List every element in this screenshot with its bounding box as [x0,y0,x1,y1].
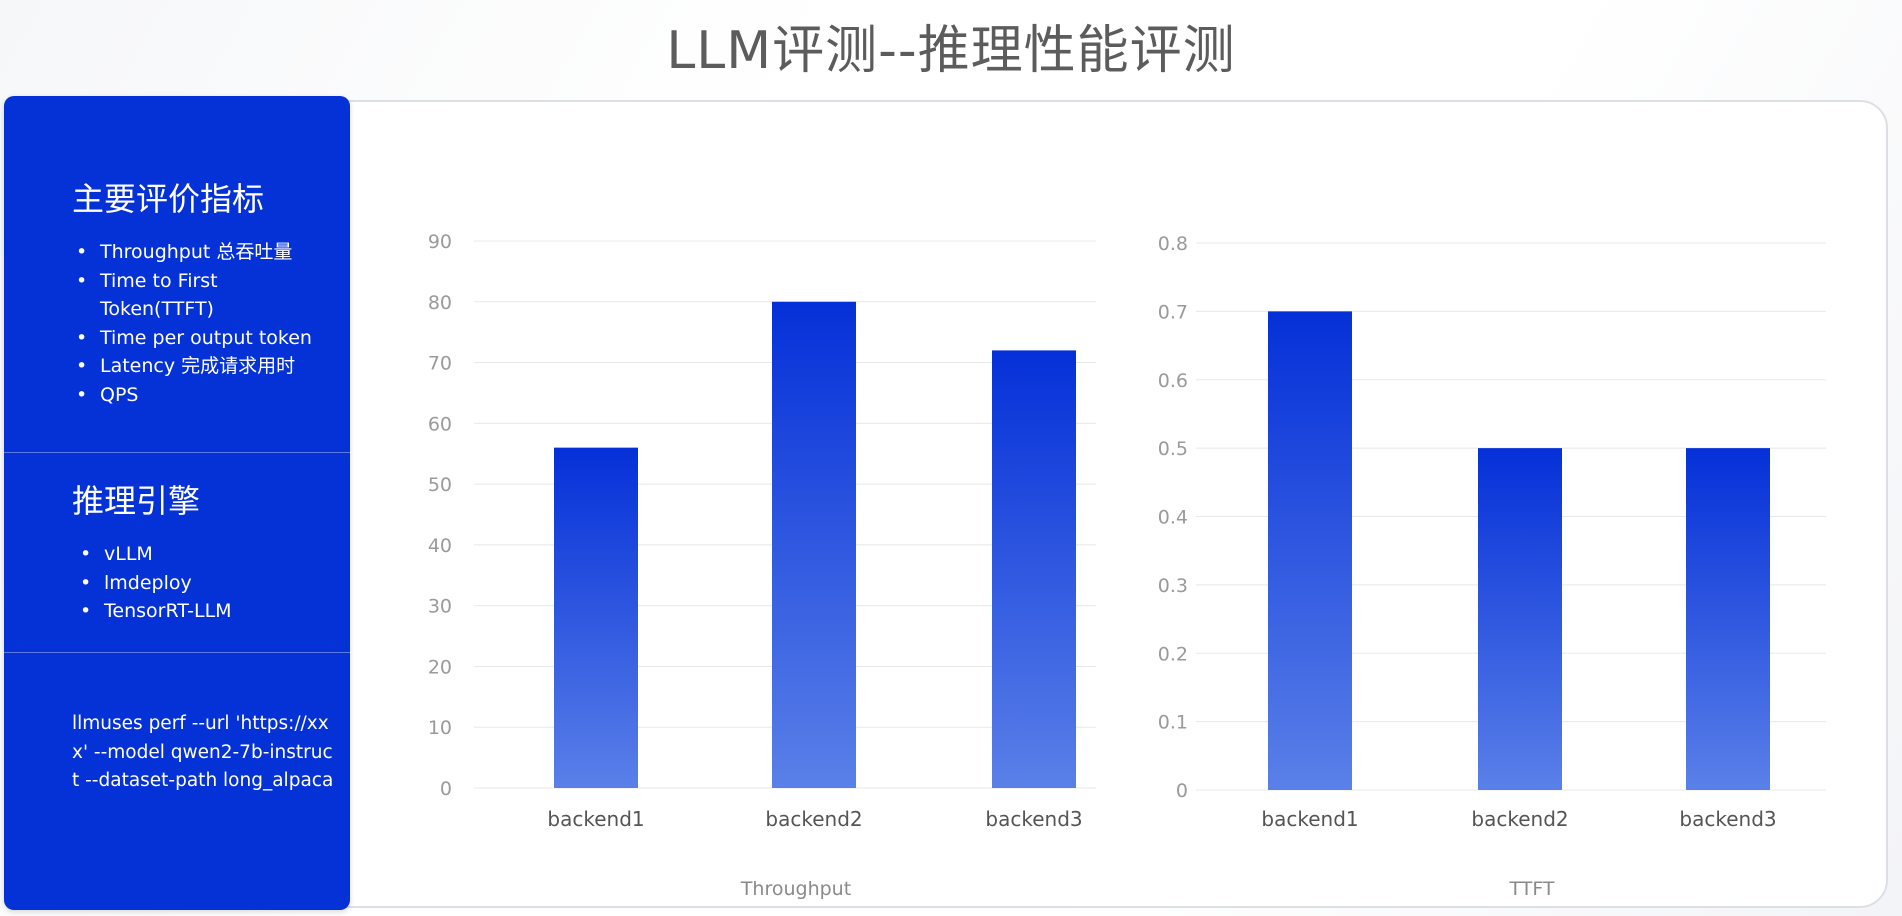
engine-label: vLLM [104,543,153,565]
engine-label: TensorRT-LLM [104,600,232,622]
ttft-bar-backend1 [1268,311,1352,790]
throughput-y-tick-label: 20 [428,656,452,678]
ttft-bar-backend2 [1478,448,1562,790]
sidebar-panel: 主要评价指标 • Throughput 总吞吐量 • Time to First T… [4,96,350,910]
throughput-bar-backend1 [554,447,638,788]
ttft-x-tick-label: backend1 [1261,807,1358,831]
engine-item: • TensorRT-LLM [80,597,320,626]
throughput-y-tick-label: 10 [428,717,452,739]
engines-list: • vLLM • lmdeploy • TensorRT-LLM [80,540,320,626]
bullet-icon: • [76,326,88,349]
ttft-y-tick-label: 0.5 [1158,438,1188,460]
metrics-section: 主要评价指标 • Throughput 总吞吐量 • Time to First T… [4,96,350,452]
engine-item: • vLLM [80,540,320,569]
engines-section: 推理引擎 • vLLM • lmdeploy • TensorRT-LLM [4,452,350,652]
ttft-y-tick-label: 0.6 [1158,370,1188,392]
bullet-icon: • [80,543,92,565]
page-title: LLM评测--推理性能评测 [666,21,1236,81]
engine-item: • lmdeploy [80,569,320,598]
ttft-y-tick-label: 0.2 [1158,643,1188,665]
metric-item: • Latency 完成请求用时 [76,352,326,381]
metrics-heading: 主要评价指标 [72,180,265,218]
ttft-y-tick-label: 0.1 [1158,712,1188,734]
sidebar-divider [4,652,350,653]
metric-label: QPS [100,383,139,406]
bullet-icon: • [80,600,92,622]
metric-item: • Time to First Token(TTFT) [76,267,326,324]
command-section: llmuses perf --url 'https://xxx' --model… [4,652,350,910]
ttft-bar-backend3 [1686,448,1770,790]
ttft-chart-caption: TTFT [1509,878,1555,900]
throughput-bar-backend2 [772,301,856,788]
throughput-chart-caption: Throughput [740,878,852,900]
engine-label: lmdeploy [104,571,192,594]
throughput-y-tick-label: 90 [428,231,452,253]
throughput-x-tick-label: backend3 [985,807,1082,831]
throughput-y-tick-label: 60 [428,413,452,435]
throughput-y-tick-label: 0 [440,778,452,800]
bullet-icon: • [76,383,88,406]
metric-label: Time per output token [100,326,312,349]
ttft-y-tick-label: 0.7 [1158,301,1188,323]
throughput-y-tick-label: 80 [428,292,452,314]
bullet-icon: • [80,571,92,594]
throughput-x-tick-label: backend1 [547,807,644,831]
throughput-bar-backend3 [992,350,1076,788]
bullet-icon: • [76,269,88,292]
throughput-y-tick-label: 50 [428,474,452,496]
metric-item: • Time per output token [76,324,326,353]
bullet-icon: • [76,241,88,263]
ttft-y-tick-label: 0 [1176,780,1188,802]
throughput-y-tick-label: 70 [428,353,452,375]
throughput-y-tick-label: 30 [428,596,452,618]
metric-label: Throughput 总吞吐量 [100,241,293,263]
ttft-x-tick-label: backend3 [1679,807,1776,831]
throughput-y-tick-label: 40 [428,535,452,557]
throughput-x-tick-label: backend2 [765,807,862,831]
ttft-y-tick-label: 0.4 [1158,507,1188,529]
metric-label: Latency 完成请求用时 [100,355,296,377]
ttft-y-tick-label: 0.3 [1158,575,1188,597]
bullet-icon: • [76,355,88,377]
metric-label: Time to First Token(TTFT) [100,269,218,321]
metrics-list: • Throughput 总吞吐量 • Time to First Token(TT… [76,238,326,409]
metric-item: • QPS [76,381,326,410]
engines-heading: 推理引擎 [72,482,201,520]
command-text: llmuses perf --url 'https://xxx' --model… [72,713,334,791]
sidebar-divider [4,452,350,453]
ttft-y-tick-label: 0.8 [1158,233,1188,255]
metric-item: • Throughput 总吞吐量 [76,238,326,267]
ttft-x-tick-label: backend2 [1471,807,1568,831]
